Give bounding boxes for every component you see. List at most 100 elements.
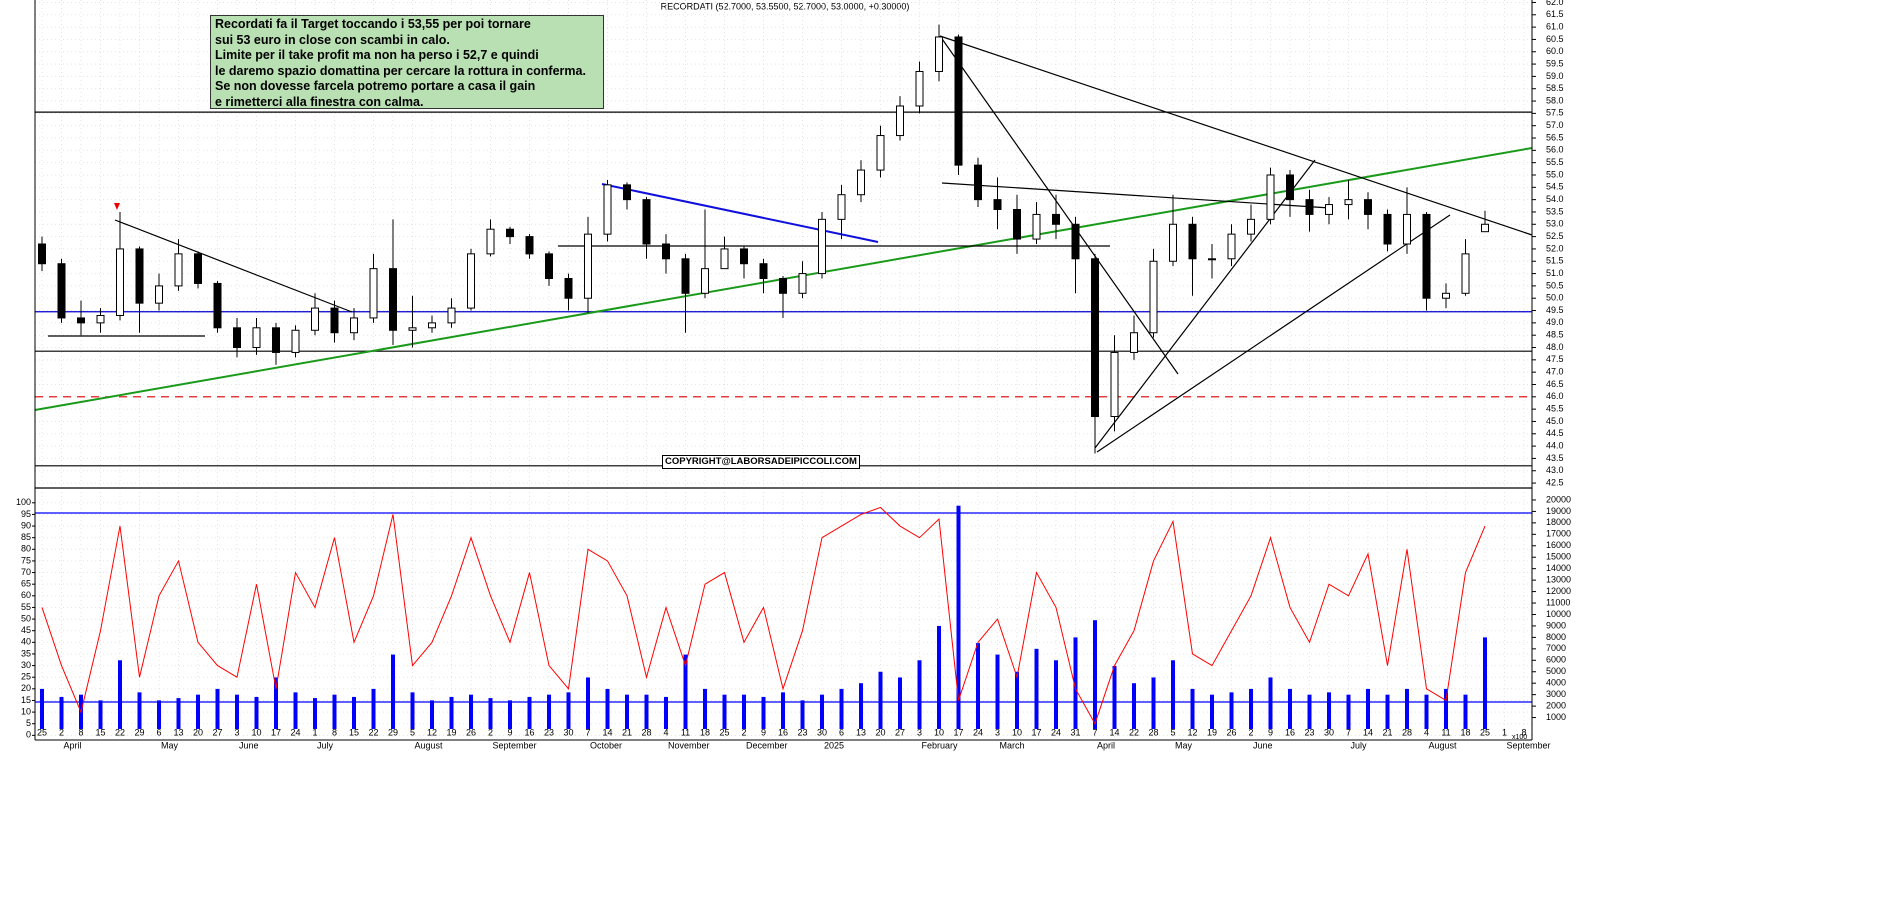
candle-body	[662, 243, 670, 260]
candle-body	[174, 253, 183, 287]
y-tick-label: 43.0	[1546, 465, 1564, 475]
y-tick-label: 51.5	[1546, 256, 1564, 266]
volume-bar	[1073, 637, 1078, 730]
candle-body	[272, 327, 280, 353]
x-tick-label: 21	[1382, 727, 1392, 737]
y-tick-label: 45.5	[1546, 404, 1564, 414]
x-tick-label: 21	[622, 727, 632, 737]
candle-body	[506, 228, 514, 238]
volume-bar	[254, 696, 259, 730]
labels: 42.5 43.0 43.5 44.0 44.5 45.0 45.5 46.0 46.5 47.0…	[16, 0, 1571, 750]
volume-bar	[527, 696, 532, 730]
y-tick-label: 52.5	[1546, 231, 1564, 241]
volume-bar	[742, 694, 746, 730]
volume-bar	[1405, 688, 1409, 730]
x-tick-label: 18	[700, 727, 710, 737]
indicator-tick-label: 60	[21, 590, 31, 600]
volume-tick-label: 10000	[1546, 609, 1571, 619]
volume-tick-label: 4000	[1546, 678, 1566, 688]
volume-tick-label: 1000	[1546, 712, 1566, 722]
annotation-line: e rimetterci alla finestra con calma.	[215, 94, 424, 109]
candle-body	[1071, 223, 1080, 260]
volume-bar	[508, 700, 512, 730]
month-label: July	[317, 740, 334, 750]
month-label: September	[1507, 740, 1551, 750]
x-tick-label: 28	[1402, 727, 1412, 737]
indicator-tick-label: 100	[16, 497, 31, 507]
candle-body	[740, 248, 748, 265]
candle-body	[1247, 218, 1255, 235]
y-tick-label: 48.5	[1546, 330, 1564, 340]
x-tick-label: 24	[1051, 727, 1061, 737]
arrow	[114, 203, 120, 210]
y-tick-label: 55.5	[1546, 157, 1564, 167]
candle-body	[350, 317, 358, 334]
candle-body	[545, 253, 553, 280]
candle-body	[896, 105, 904, 137]
y-tick-label: 60.0	[1546, 46, 1564, 56]
y-tick-label: 49.5	[1546, 305, 1564, 315]
y-tick-label: 43.5	[1546, 453, 1564, 463]
candle-body	[116, 248, 124, 316]
x-tick-label: 19	[1207, 727, 1217, 737]
x-tick-label: 25	[37, 727, 47, 737]
x-tick-label: 22	[368, 727, 378, 737]
x-tick-label: 20	[193, 727, 203, 737]
x-tick-label: 22	[115, 727, 125, 737]
x-tick-label: 30	[1324, 727, 1334, 737]
candle-body	[603, 184, 612, 235]
volume-tick-label: 15000	[1546, 552, 1571, 562]
y-tick-label: 42.5	[1546, 477, 1564, 487]
candle-body	[525, 236, 534, 255]
volume-bar	[40, 688, 44, 730]
x-tick-label: 28	[1148, 727, 1158, 737]
volume-bar	[1112, 666, 1117, 730]
candle-body	[681, 258, 690, 294]
volume-bar	[566, 692, 571, 730]
candle-body	[1461, 253, 1470, 294]
x-tick-label: 12	[1187, 727, 1197, 737]
x-tick-label: 27	[895, 727, 905, 737]
volume-bar	[1463, 694, 1468, 730]
month-label: August	[415, 740, 444, 750]
candle-body	[57, 263, 66, 319]
candle-body	[213, 282, 222, 329]
volume-tick-label: 20000	[1546, 494, 1571, 504]
indicator-tick-label: 35	[21, 648, 31, 658]
candle-body	[1110, 351, 1119, 418]
indicator-tick-label: 10	[21, 706, 31, 716]
y-tick-label: 44.5	[1546, 428, 1564, 438]
x-tick-label: 1	[1502, 727, 1507, 737]
volume-bar	[235, 694, 239, 730]
volume-bar	[1346, 694, 1351, 730]
volume-bar	[761, 696, 766, 730]
candle-body	[798, 273, 807, 294]
month-label: March	[1000, 740, 1025, 750]
indicator-tick-label: 50	[21, 613, 31, 623]
x-tick-label: 20	[875, 727, 885, 737]
month-label: December	[746, 740, 788, 750]
month-label: April	[64, 740, 82, 750]
volume-bar	[410, 692, 415, 730]
candle-body	[252, 327, 261, 349]
indicator-tick-label: 80	[21, 544, 31, 554]
month-label: May	[161, 740, 179, 750]
candle-body	[38, 243, 46, 265]
x-tick-label: 3	[995, 727, 1000, 737]
volume-bar	[839, 688, 844, 730]
month-label: April	[1097, 740, 1115, 750]
y-tick-label: 61.0	[1546, 21, 1564, 31]
y-tick-label: 44.0	[1546, 440, 1564, 450]
x-tick-label: 23	[1304, 727, 1314, 737]
candle-body	[1383, 213, 1392, 245]
x-tick-label: 19	[446, 727, 456, 737]
volume-bar	[1366, 688, 1370, 730]
x-tick-label: 10	[251, 727, 261, 737]
y-tick-label: 53.5	[1546, 206, 1564, 216]
volume-bar	[605, 688, 610, 730]
volume-bar	[917, 660, 922, 730]
volume-bar	[1385, 694, 1390, 730]
x-tick-label: 27	[212, 727, 222, 737]
y-tick-label: 48.0	[1546, 342, 1564, 352]
